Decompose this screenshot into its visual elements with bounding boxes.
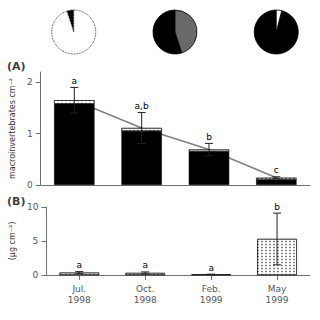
svg-text:Feb.: Feb. [202,284,221,294]
svg-text:macroinvertebrates cm⁻²: macroinvertebrates cm⁻² [8,78,17,179]
svg-text:a: a [77,260,83,270]
svg-text:b: b [206,132,212,142]
svg-text:1999: 1999 [200,295,223,305]
svg-text:b: b [274,202,280,212]
svg-text:Jul.: Jul. [71,284,86,294]
svg-text:a: a [142,260,148,270]
svg-text:0: 0 [27,180,33,190]
svg-text:1999: 1999 [266,295,289,305]
svg-text:May: May [268,284,287,294]
svg-text:c: c [274,165,279,175]
svg-text:(B): (B) [7,195,25,208]
svg-text:1998: 1998 [134,295,157,305]
svg-text:0: 0 [33,270,39,280]
svg-text:a: a [208,263,214,273]
svg-text:(µg cm⁻²): (µg cm⁻²) [8,222,17,261]
svg-text:Oct.: Oct. [136,284,154,294]
svg-text:a: a [72,76,78,86]
svg-text:5: 5 [33,236,39,246]
svg-text:1998: 1998 [68,295,91,305]
svg-text:2: 2 [27,77,33,87]
svg-text:a,b: a,b [135,101,149,111]
svg-text:10: 10 [27,202,39,212]
svg-text:(A): (A) [7,60,26,73]
svg-text:1: 1 [27,129,33,139]
